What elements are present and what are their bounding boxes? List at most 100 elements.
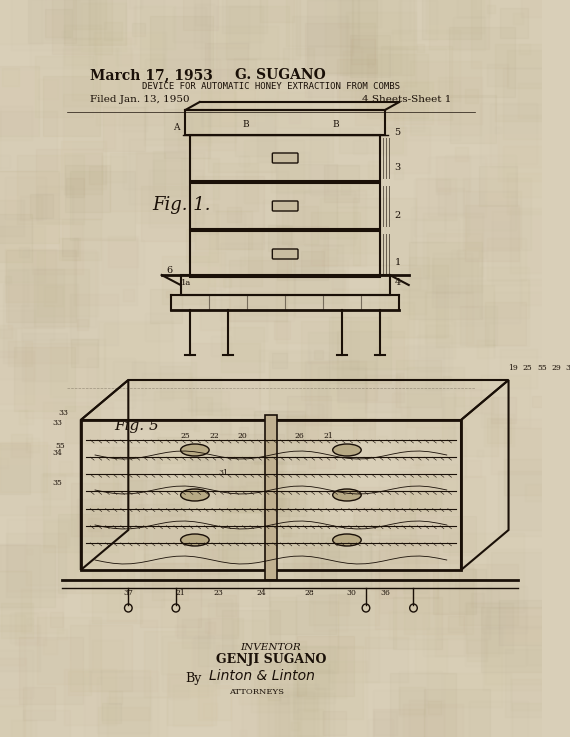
Bar — [150, 508, 211, 573]
Bar — [271, 152, 310, 192]
Bar — [288, 397, 347, 459]
Text: 26: 26 — [295, 432, 304, 440]
Bar — [428, 25, 445, 43]
Bar — [144, 74, 211, 145]
Bar — [144, 220, 182, 260]
Bar — [268, 683, 318, 736]
Bar — [9, 341, 32, 366]
Bar — [404, 81, 460, 140]
Bar — [498, 471, 560, 537]
Bar — [272, 327, 298, 355]
Bar — [254, 411, 304, 464]
Bar — [206, 616, 243, 657]
Bar — [0, 226, 44, 282]
Bar — [15, 612, 46, 645]
Bar — [320, 198, 357, 237]
Bar — [265, 415, 276, 580]
Bar — [1, 604, 34, 638]
Bar — [381, 46, 451, 120]
Bar — [179, 676, 227, 726]
Bar — [192, 6, 236, 52]
Bar — [150, 289, 182, 323]
Bar — [38, 252, 98, 315]
Bar — [74, 52, 135, 117]
Bar — [73, 0, 106, 29]
Bar — [185, 510, 238, 565]
Bar — [498, 115, 561, 181]
Bar — [149, 170, 203, 227]
Bar — [156, 455, 209, 511]
Bar — [174, 0, 236, 37]
Bar — [207, 603, 238, 635]
Bar — [296, 0, 353, 55]
Bar — [140, 206, 198, 267]
Bar — [532, 396, 542, 407]
Bar — [62, 219, 101, 259]
Bar — [264, 492, 339, 571]
Bar — [461, 311, 508, 361]
Text: 6: 6 — [166, 266, 173, 275]
Bar — [272, 352, 287, 368]
Bar — [279, 716, 286, 722]
Bar — [181, 275, 390, 295]
Bar — [373, 690, 426, 737]
Bar — [101, 669, 149, 720]
Bar — [433, 569, 475, 614]
Bar — [123, 49, 137, 63]
Bar — [88, 519, 100, 531]
Bar — [0, 445, 50, 515]
Bar — [95, 151, 153, 212]
Bar — [410, 476, 485, 555]
Bar — [25, 343, 96, 419]
Bar — [402, 290, 426, 314]
Bar — [216, 211, 253, 249]
Bar — [206, 284, 235, 315]
Bar — [443, 516, 477, 551]
Bar — [353, 506, 380, 535]
Bar — [119, 101, 147, 131]
Bar — [30, 194, 53, 218]
Bar — [162, 636, 214, 691]
Bar — [17, 155, 84, 224]
Bar — [450, 251, 520, 324]
Bar — [91, 505, 148, 565]
Bar — [481, 607, 543, 671]
Bar — [89, 248, 138, 298]
Text: 25: 25 — [523, 364, 532, 372]
Bar — [257, 696, 302, 737]
Bar — [306, 404, 323, 422]
Bar — [376, 347, 443, 418]
Bar — [21, 589, 63, 633]
Bar — [344, 78, 389, 126]
Bar — [131, 422, 138, 430]
Bar — [231, 696, 290, 737]
Bar — [185, 110, 385, 135]
Bar — [395, 377, 454, 439]
Bar — [491, 419, 543, 475]
Bar — [467, 640, 487, 661]
Bar — [198, 683, 211, 697]
Bar — [0, 444, 30, 495]
Bar — [350, 301, 414, 369]
Bar — [168, 497, 185, 515]
Bar — [420, 543, 455, 581]
Bar — [401, 407, 410, 416]
Bar — [321, 533, 371, 586]
Bar — [152, 562, 188, 600]
Bar — [369, 293, 385, 310]
Bar — [250, 542, 275, 570]
Bar — [194, 4, 214, 25]
Bar — [134, 6, 174, 49]
Text: B: B — [333, 120, 339, 129]
Text: 19: 19 — [508, 364, 518, 372]
Bar — [0, 706, 25, 737]
Bar — [500, 349, 537, 388]
Bar — [183, 184, 239, 242]
Bar — [54, 377, 113, 439]
Bar — [0, 0, 42, 44]
Bar — [0, 325, 13, 338]
Bar — [463, 178, 531, 250]
Bar — [19, 637, 83, 704]
Text: Fig. 5: Fig. 5 — [114, 419, 159, 433]
Bar — [332, 274, 345, 289]
